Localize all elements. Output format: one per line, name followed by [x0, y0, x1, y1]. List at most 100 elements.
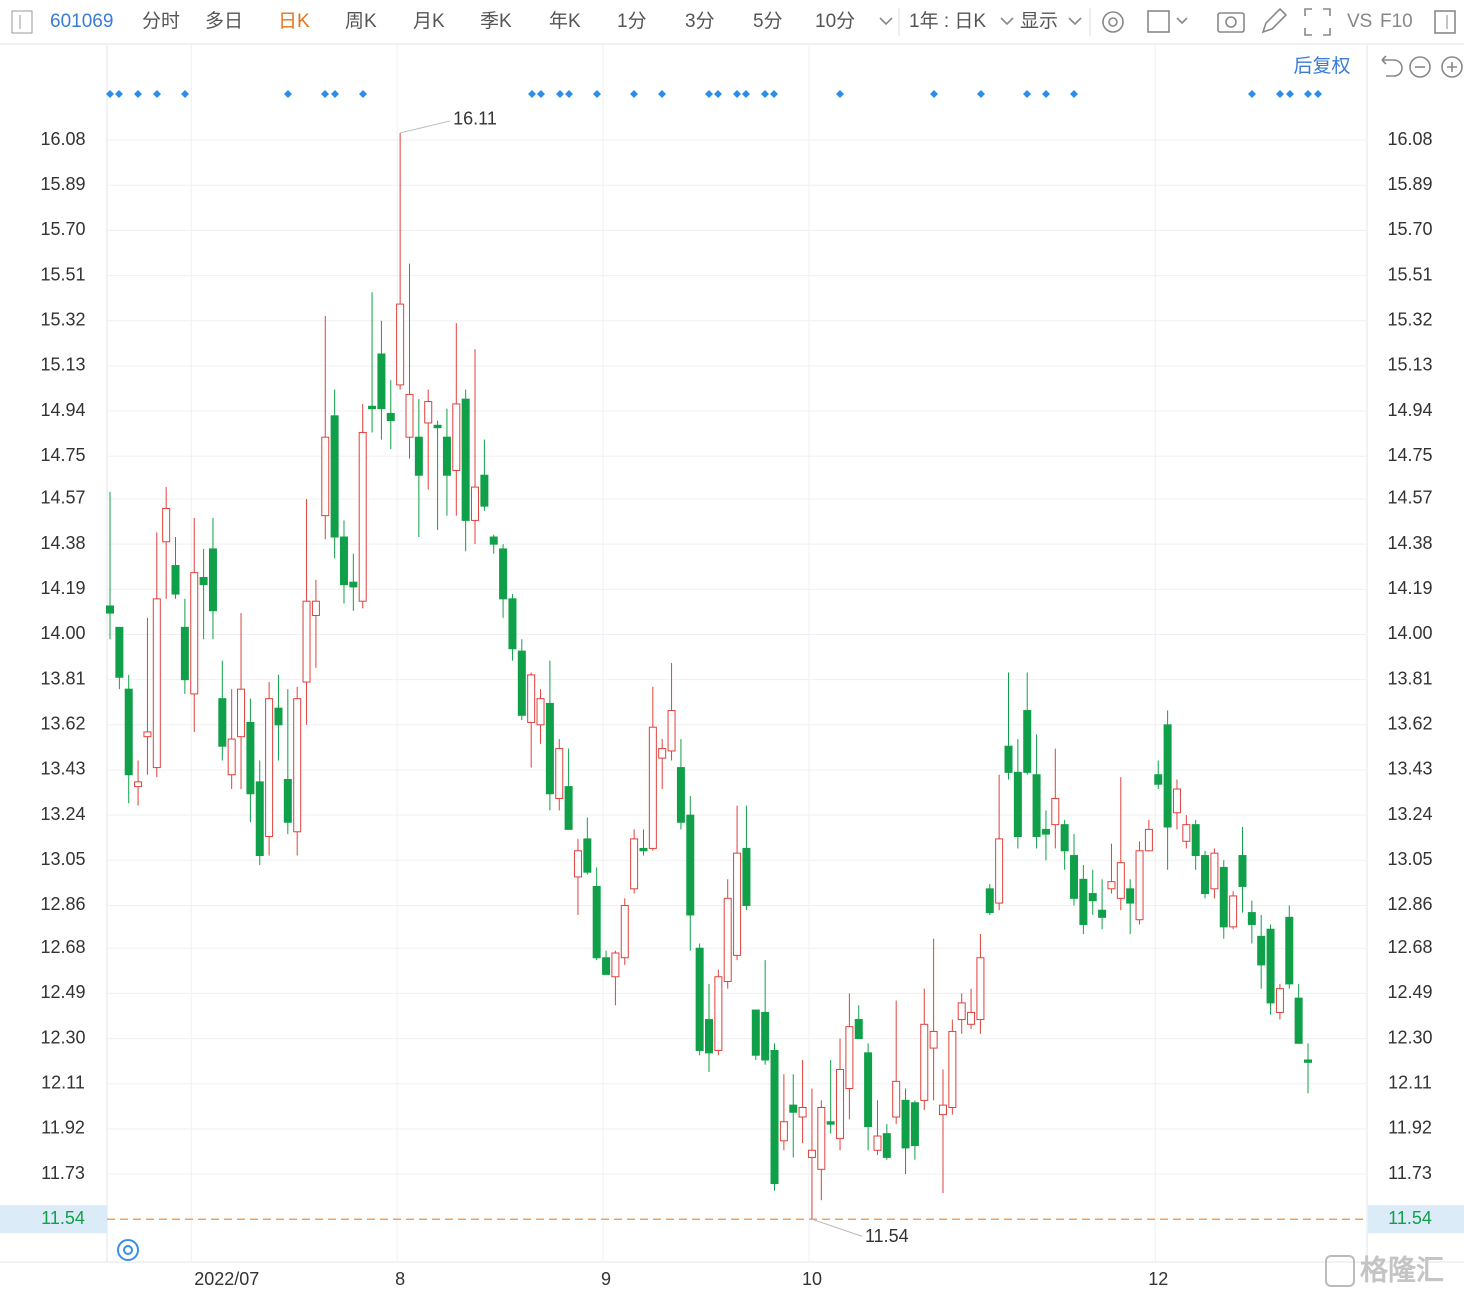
candle-body [985, 888, 994, 914]
period-tab[interactable]: 5分 [753, 10, 783, 32]
range-chevron[interactable] [1000, 17, 1014, 26]
event-marker[interactable] [705, 90, 713, 98]
event-marker[interactable] [537, 90, 545, 98]
event-marker[interactable] [1042, 90, 1050, 98]
event-marker[interactable] [1248, 90, 1256, 98]
pencil-icon[interactable] [1261, 7, 1288, 34]
candle-body [311, 600, 320, 616]
period-tab[interactable]: 日K [278, 11, 310, 32]
vs-button[interactable]: VS [1347, 11, 1372, 32]
reset-icon[interactable] [1381, 55, 1403, 77]
event-marker[interactable] [1023, 90, 1031, 98]
event-marker[interactable] [106, 90, 114, 98]
candle-body [751, 1009, 760, 1056]
event-marker[interactable] [153, 90, 161, 98]
candle-body [124, 688, 133, 776]
shape-chevron[interactable] [1176, 17, 1188, 25]
y2-tick-label: 15.13 [1387, 355, 1432, 375]
event-marker[interactable] [556, 90, 564, 98]
period-tab[interactable]: 年K [549, 10, 581, 32]
y2-tick-label: 14.57 [1387, 488, 1432, 508]
event-marker[interactable] [284, 90, 292, 98]
candle-body [508, 598, 517, 650]
y-tick-label: 15.13 [40, 355, 85, 375]
range-select[interactable]: 1年 : 日K [909, 10, 986, 32]
event-marker[interactable] [1314, 90, 1322, 98]
candle-body [1229, 895, 1238, 928]
event-marker[interactable] [930, 90, 938, 98]
zoom-in-icon[interactable] [1441, 56, 1463, 78]
fullscreen-icon[interactable] [1304, 8, 1331, 36]
event-marker[interactable] [359, 90, 367, 98]
event-marker[interactable] [115, 90, 123, 98]
event-marker[interactable] [714, 90, 722, 98]
event-marker[interactable] [1070, 90, 1078, 98]
period-tab[interactable]: 月K [413, 11, 445, 32]
candle-body [602, 957, 611, 975]
event-marker[interactable] [742, 90, 750, 98]
adjust-button[interactable]: 后复权 [1293, 55, 1350, 77]
event-marker[interactable] [593, 90, 601, 98]
candle-body [686, 814, 695, 916]
period-tab[interactable]: 3分 [685, 10, 715, 32]
candle-body [1182, 824, 1191, 842]
candle-body [1013, 771, 1022, 838]
event-marker[interactable] [134, 90, 142, 98]
watermark-logo [1325, 1255, 1355, 1287]
mark-tool-icon[interactable] [117, 1239, 139, 1261]
y-tick-label: 15.32 [40, 309, 85, 329]
candle-body [1116, 862, 1125, 899]
zoom-out-icon[interactable] [1409, 56, 1431, 78]
period-tab[interactable]: 季K [480, 10, 512, 32]
more-chevron[interactable] [879, 17, 893, 26]
period-tab[interactable]: 分时 [142, 10, 180, 32]
event-marker[interactable] [565, 90, 573, 98]
shape-icon[interactable] [1147, 10, 1170, 33]
stock-code[interactable]: 601069 [50, 11, 113, 32]
camera-icon[interactable] [1217, 12, 1245, 33]
event-marker[interactable] [1304, 90, 1312, 98]
candle-body [901, 1099, 910, 1149]
y-tick-label: 13.24 [40, 804, 85, 824]
period-tab[interactable]: 周K [345, 11, 377, 32]
display-chevron[interactable] [1068, 17, 1082, 26]
y2-tick-label: 15.89 [1387, 174, 1432, 194]
display-select[interactable]: 显示 [1020, 11, 1058, 32]
event-marker[interactable] [331, 90, 339, 98]
candle-body [302, 600, 311, 683]
period-tab[interactable]: 10分 [815, 10, 855, 32]
period-tab[interactable]: 1分 [617, 10, 647, 32]
event-marker[interactable] [836, 90, 844, 98]
panel-toggle[interactable] [1434, 10, 1456, 34]
y2-tick-label: 16.08 [1387, 129, 1432, 149]
event-marker[interactable] [181, 90, 189, 98]
event-marker[interactable] [321, 90, 329, 98]
candle-body [1275, 988, 1284, 1013]
event-marker[interactable] [761, 90, 769, 98]
event-marker[interactable] [733, 90, 741, 98]
candle-body [358, 431, 367, 602]
f10-button[interactable]: F10 [1380, 11, 1413, 32]
candle-body [667, 710, 676, 752]
candle-body [1247, 912, 1256, 925]
candle-body [826, 1121, 835, 1125]
event-marker[interactable] [770, 90, 778, 98]
candle-body [770, 1049, 779, 1185]
event-marker[interactable] [528, 90, 536, 98]
event-marker[interactable] [630, 90, 638, 98]
settings-icon[interactable] [1102, 11, 1124, 33]
sidebar-toggle[interactable] [11, 10, 33, 34]
candle-body [1219, 866, 1228, 928]
period-tab[interactable]: 多日 [205, 10, 243, 32]
event-marker[interactable] [1276, 90, 1284, 98]
candle-body [995, 838, 1004, 904]
event-marker[interactable] [658, 90, 666, 98]
candle-body [442, 436, 451, 476]
event-marker[interactable] [977, 90, 985, 98]
y2-tick-label: 14.75 [1387, 445, 1432, 465]
candle-body [929, 1030, 938, 1049]
candle-body [854, 1019, 863, 1040]
x-tick-label: 2022/07 [194, 1269, 259, 1289]
event-marker[interactable] [1286, 90, 1294, 98]
